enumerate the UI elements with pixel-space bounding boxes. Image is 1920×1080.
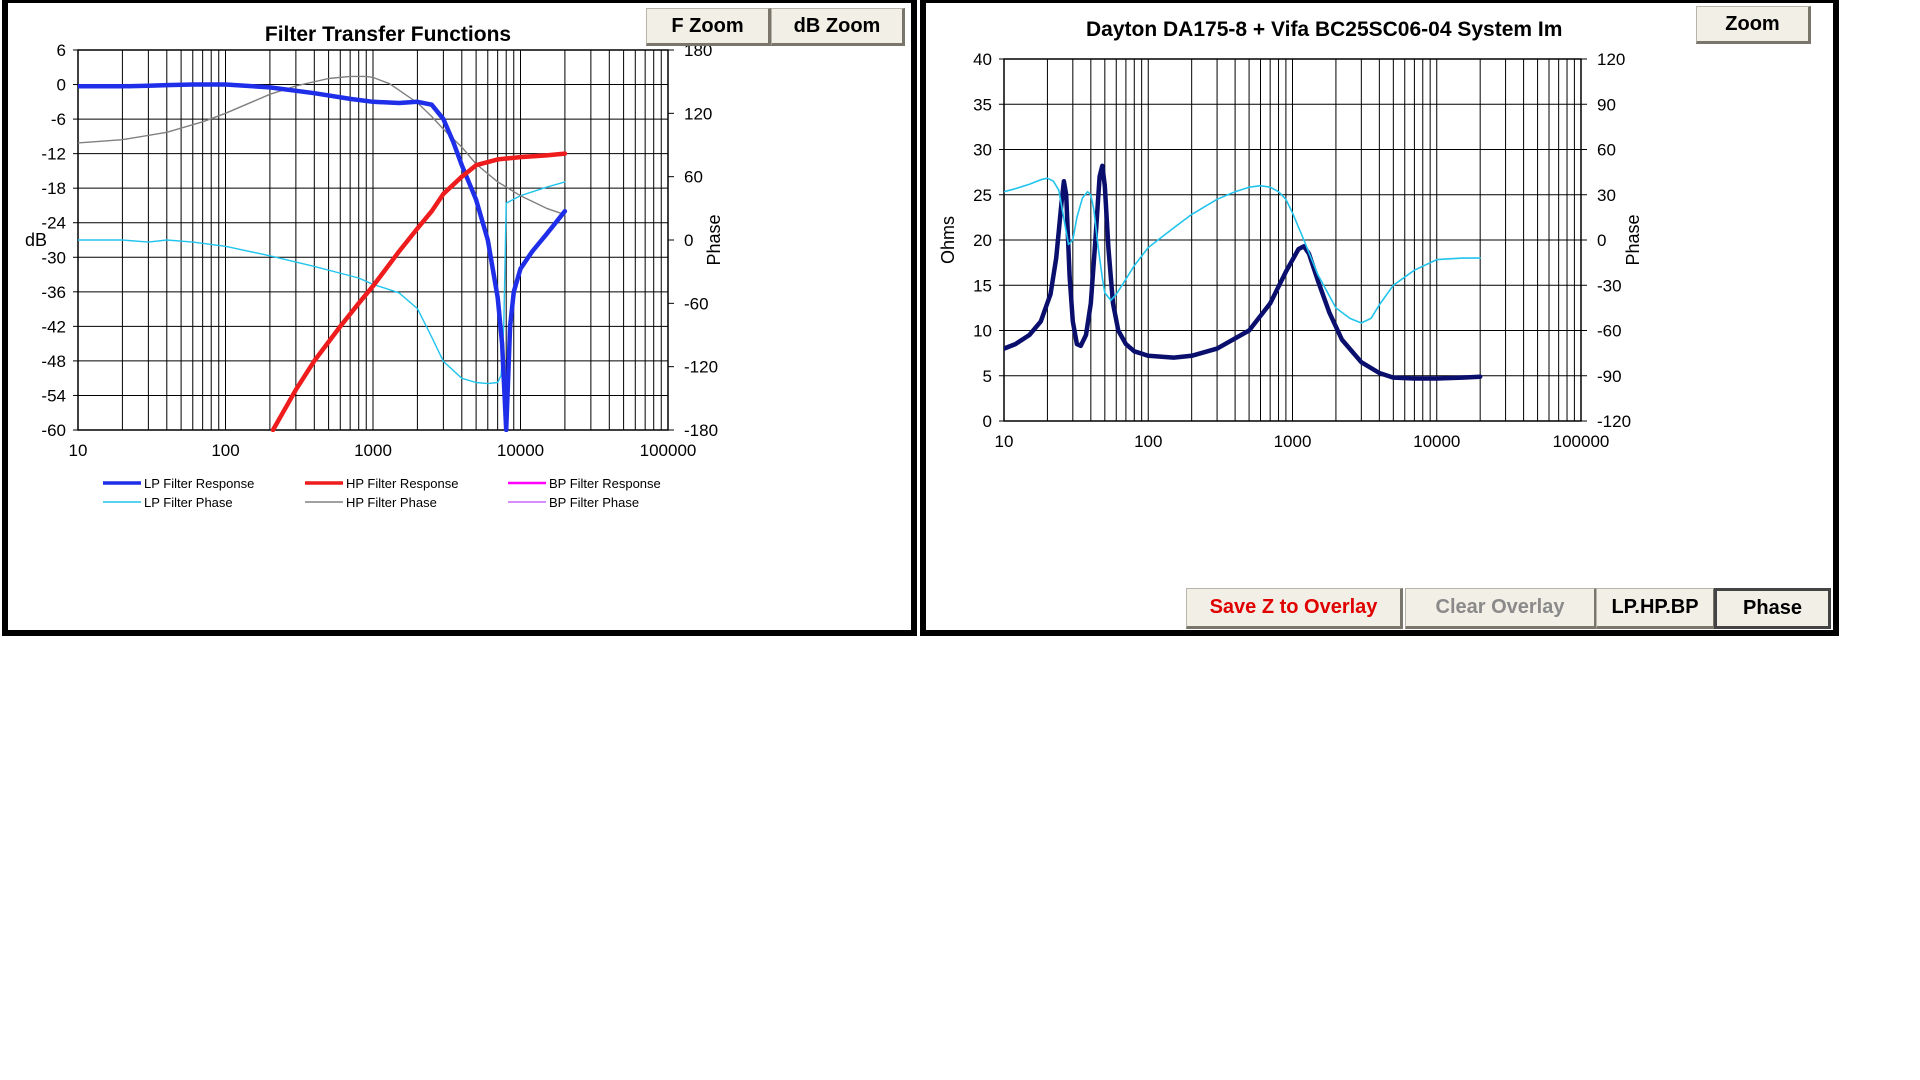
y-tick-label: 30 xyxy=(973,141,992,160)
filter-transfer-chart: Filter Transfer Functions60-6-12-18-24-3… xyxy=(25,23,724,510)
y-tick-label: 0 xyxy=(57,76,66,95)
x-tick-label: 100 xyxy=(211,441,239,460)
x-tick-label: 100 xyxy=(1134,432,1162,451)
phase-button[interactable]: Phase xyxy=(1714,588,1831,629)
y-tick-label: 6 xyxy=(57,41,66,60)
y-tick-label: -12 xyxy=(41,145,66,164)
chart-title: Dayton DA175-8 + Vifa BC25SC06-04 System… xyxy=(1086,18,1562,41)
y-tick-label: -36 xyxy=(41,283,66,302)
y2-tick-label: -30 xyxy=(1597,276,1622,295)
y-tick-label: -24 xyxy=(41,214,66,233)
lp-filter-response-line xyxy=(78,82,568,432)
y-tick-label: 40 xyxy=(973,50,992,69)
legend-label: HP Filter Response xyxy=(346,476,458,491)
y-tick-label: 25 xyxy=(973,186,992,205)
y2-tick-label: 30 xyxy=(1597,186,1616,205)
db-zoom-button[interactable]: dB Zoom xyxy=(771,8,905,46)
y2-tick-label: -180 xyxy=(684,421,718,440)
y-tick-label: -30 xyxy=(41,248,66,267)
x-tick-label: 10000 xyxy=(1413,432,1460,451)
y-tick-label: -18 xyxy=(41,179,66,198)
y2-tick-label: 90 xyxy=(1597,95,1616,114)
legend-label: LP Filter Response xyxy=(144,476,254,491)
x-tick-label: 100000 xyxy=(640,441,697,460)
y2-tick-label: -60 xyxy=(1597,322,1622,341)
y2-tick-label: 120 xyxy=(1597,50,1625,69)
impedance-phase-line xyxy=(1004,177,1482,324)
legend-label: LP Filter Phase xyxy=(144,495,233,510)
y-tick-label: 0 xyxy=(983,412,992,431)
y-tick-label: 35 xyxy=(973,95,992,114)
filter-transfer-panel: Filter Transfer Functions 6 0 -6 -12 -18 -24 -3… xyxy=(2,0,917,636)
x-tick-label: 10 xyxy=(995,432,1014,451)
zoom-button[interactable]: Zoom xyxy=(1696,6,1811,44)
lp-hp-bp-button[interactable]: LP.HP.BP xyxy=(1596,588,1716,629)
legend-label: HP Filter Phase xyxy=(346,495,437,510)
y-tick-label: -60 xyxy=(41,421,66,440)
y2-tick-label: 60 xyxy=(684,168,703,187)
x-tick-label: 10 xyxy=(69,441,88,460)
y-tick-label: 10 xyxy=(973,322,992,341)
y2-tick-label: -120 xyxy=(684,358,718,377)
x-tick-label: 1000 xyxy=(354,441,392,460)
y-tick-label: 20 xyxy=(973,231,992,250)
x-tick-label: 100000 xyxy=(1553,432,1610,451)
chart-title: Filter Transfer Functions xyxy=(265,23,511,46)
y2-tick-label: 60 xyxy=(1597,141,1616,160)
y-tick-label: -42 xyxy=(41,317,66,336)
y2-axis-label: Phase xyxy=(1623,214,1643,265)
y2-axis-label: Phase xyxy=(704,214,724,265)
x-tick-label: 10000 xyxy=(497,441,544,460)
system-impedance-panel: Dayton DA175-8 + Vifa BC25SC06-04 System… xyxy=(920,0,1839,636)
f-zoom-button[interactable]: F Zoom xyxy=(646,8,771,46)
system-impedance-chart: Dayton DA175-8 + Vifa BC25SC06-04 System… xyxy=(938,18,1643,451)
y-axis-label: dB xyxy=(25,230,47,250)
lp-filter-phase-line xyxy=(78,181,566,385)
y2-tick-label: 0 xyxy=(1597,231,1606,250)
y2-tick-label: -90 xyxy=(1597,367,1622,386)
y2-tick-label: 0 xyxy=(684,231,693,250)
legend-label: BP Filter Response xyxy=(549,476,661,491)
save-z-to-overlay-button[interactable]: Save Z to Overlay xyxy=(1186,588,1403,629)
y-tick-label: 5 xyxy=(983,367,992,386)
y2-tick-label: -60 xyxy=(684,294,709,313)
hp-filter-response-line xyxy=(270,151,568,432)
y-tick-label: -48 xyxy=(41,352,66,371)
legend-label: BP Filter Phase xyxy=(549,495,639,510)
clear-overlay-button[interactable]: Clear Overlay xyxy=(1405,588,1597,629)
y-tick-label: -6 xyxy=(51,110,66,129)
x-tick-label: 1000 xyxy=(1274,432,1312,451)
impedance-line xyxy=(1004,163,1483,381)
y-tick-label: 15 xyxy=(973,276,992,295)
y2-tick-label: -120 xyxy=(1597,412,1631,431)
hp-filter-phase-line xyxy=(78,75,566,216)
plot-area xyxy=(1003,58,1582,422)
y-axis-label: Ohms xyxy=(938,216,958,264)
y-tick-label: -54 xyxy=(41,386,66,405)
y2-tick-label: 120 xyxy=(684,104,712,123)
